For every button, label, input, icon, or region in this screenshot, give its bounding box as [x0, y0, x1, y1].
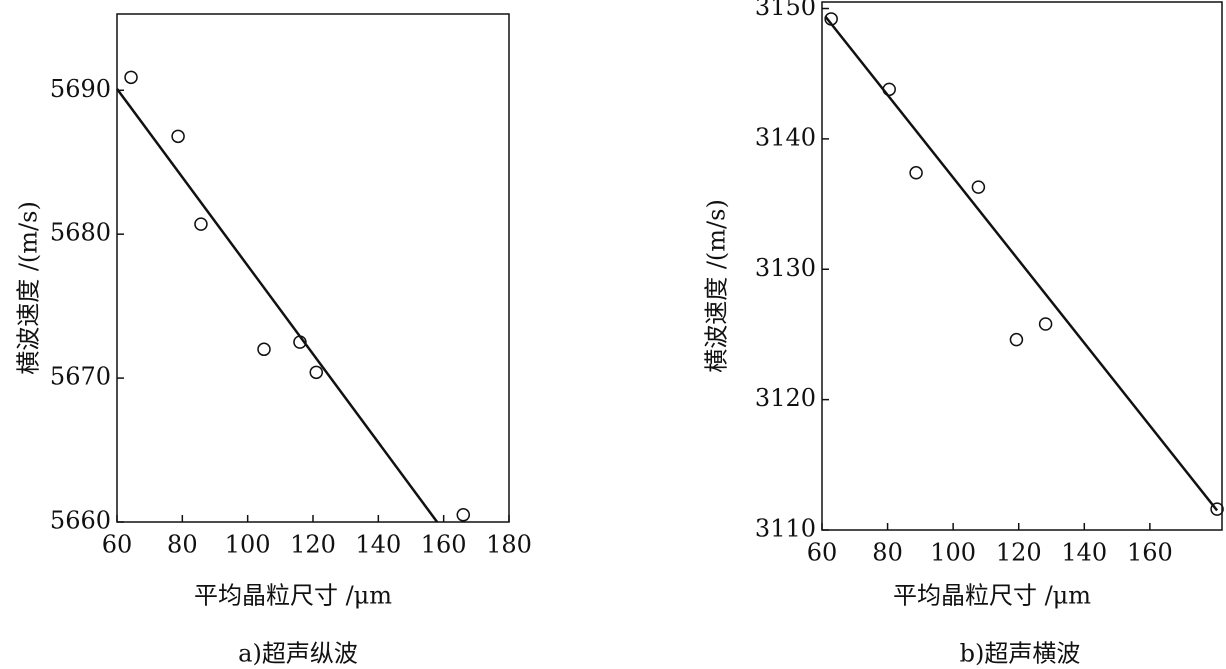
plot-frame: [821, 1, 1223, 531]
y-tick-label: 3110: [755, 515, 816, 543]
data-point: [257, 342, 271, 357]
x-tick-label: 140: [355, 531, 401, 559]
data-point: [456, 508, 471, 522]
x-tick-label: 100: [225, 531, 271, 559]
x-tick-label: 120: [290, 531, 336, 559]
x-tick-label: 180: [486, 531, 532, 559]
x-tick-label: 160: [1127, 539, 1173, 567]
y-tick-label: 3140: [755, 123, 816, 151]
data-point: [1009, 332, 1024, 347]
x-axis-label: 平均晶粒尺寸 /μm: [194, 582, 392, 610]
x-tick-label: 160: [421, 531, 467, 559]
x-tick-label: 120: [996, 539, 1042, 567]
data-point: [909, 166, 923, 180]
x-tick-label: 100: [930, 539, 976, 567]
fit-line: [824, 15, 1219, 512]
data-point: [1038, 317, 1053, 331]
data-point: [293, 335, 307, 349]
x-tick-label: 60: [807, 539, 838, 567]
y-axis-label: 横波速度 /(m/s): [15, 201, 43, 375]
data-point: [971, 180, 986, 194]
data-point: [309, 365, 324, 380]
caption: b)超声横波: [960, 640, 1081, 668]
y-tick-label: 5660: [50, 507, 111, 535]
y-tick-label: 5690: [50, 75, 111, 103]
y-tick-label: 3130: [755, 254, 816, 282]
y-axis-label: 横波速度 /(m/s): [703, 199, 731, 373]
data-point: [171, 129, 185, 144]
y-tick-label: 5670: [50, 363, 111, 391]
data-point: [194, 217, 208, 231]
caption: a)超声纵波: [238, 640, 358, 668]
data-point: [882, 82, 896, 97]
data-point: [1210, 502, 1224, 516]
data-point: [824, 12, 838, 26]
y-tick-label: 3150: [755, 0, 816, 21]
y-tick-label: 5680: [50, 219, 111, 247]
fit-line: [115, 88, 439, 523]
x-axis-label: 平均晶粒尺寸 /μm: [893, 582, 1091, 610]
y-tick-label: 3120: [755, 384, 816, 412]
x-tick-label: 80: [872, 539, 903, 567]
plot-frame: [116, 13, 510, 523]
data-point: [124, 70, 138, 85]
x-tick-label: 140: [1061, 539, 1107, 567]
x-tick-label: 80: [167, 531, 198, 559]
x-tick-label: 60: [102, 531, 133, 559]
